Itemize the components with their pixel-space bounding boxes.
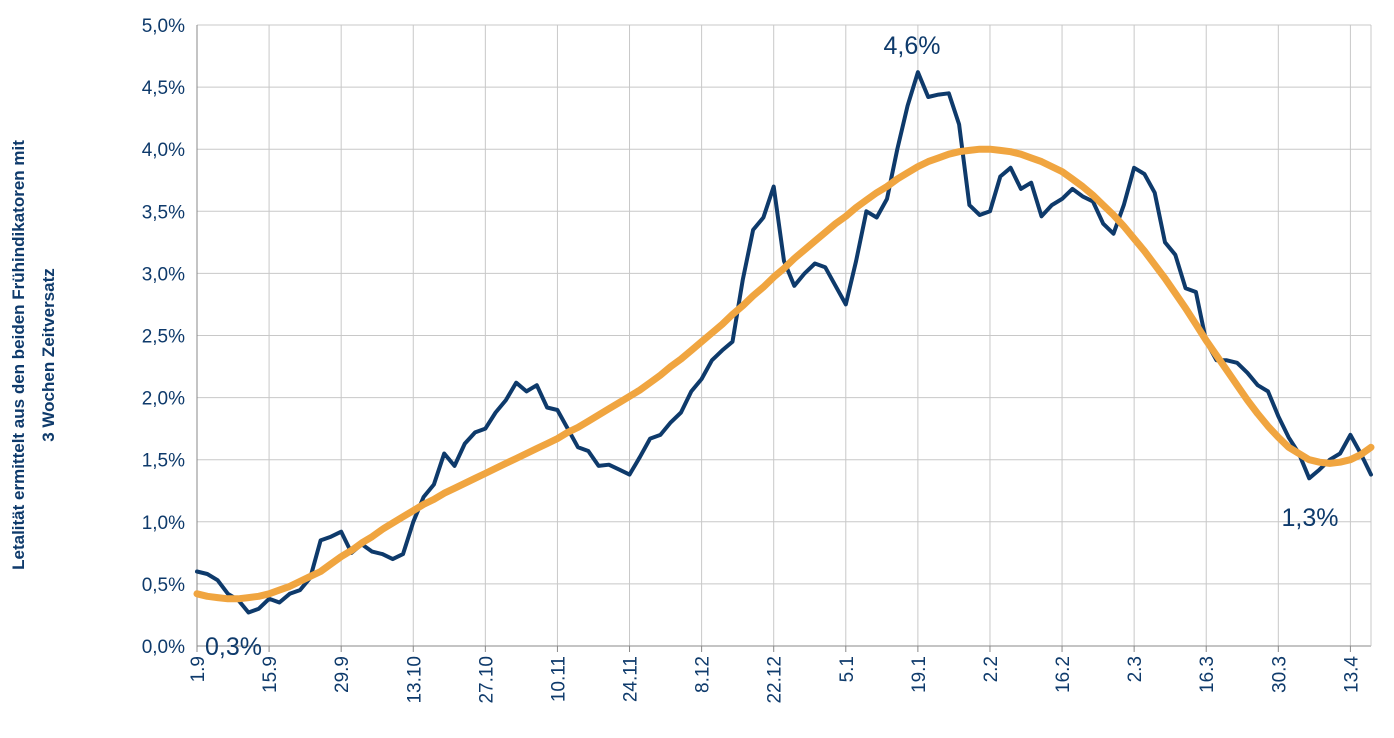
y-tick-label: 3,5% — [142, 202, 185, 223]
y-tick-label: 4,0% — [142, 140, 185, 161]
x-tick-label: 15.9 — [260, 656, 281, 693]
x-tick-label: 10.11 — [548, 656, 569, 702]
x-tick-label: 8.12 — [693, 656, 714, 693]
x-tick-label: 5.1 — [837, 656, 858, 682]
x-tick-label: 16.3 — [1197, 656, 1218, 693]
x-tick-label: 1.9 — [188, 656, 209, 682]
annotation: 1,3% — [1282, 504, 1339, 532]
x-tick-label: 16.2 — [1053, 656, 1074, 693]
y-axis-title: Letalität ermittelt aus den beiden Frühi… — [9, 140, 28, 570]
x-tick-label: 24.11 — [621, 656, 642, 702]
x-tick-label: 29.9 — [332, 656, 353, 693]
annotation: 0,3% — [205, 633, 262, 661]
y-tick-label: 4,5% — [142, 78, 185, 99]
y-tick-label: 0,0% — [142, 637, 185, 658]
x-tick-label: 13.10 — [404, 656, 425, 704]
data-line — [193, 145, 1375, 603]
x-tick-label: 13.4 — [1341, 656, 1362, 693]
y-tick-label: 0,5% — [142, 575, 185, 596]
x-tick-label: 22.12 — [765, 656, 786, 704]
y-tick-label: 1,0% — [142, 513, 185, 534]
x-tick-label: 19.1 — [909, 656, 930, 693]
y-tick-label: 3,0% — [142, 264, 185, 285]
y-axis-title: 3 Wochen Zeitversatz — [39, 268, 58, 442]
x-tick-label: 30.3 — [1269, 656, 1290, 693]
y-tick-label: 2,5% — [142, 327, 185, 348]
y-tick-label: 5,0% — [142, 16, 185, 37]
y-tick-label: 2,0% — [142, 389, 185, 410]
x-tick-label: 2.3 — [1125, 656, 1146, 682]
annotation: 4,6% — [884, 32, 941, 60]
y-tick-label: 1,5% — [142, 451, 185, 472]
data-line — [195, 70, 1373, 615]
x-tick-label: 2.2 — [981, 656, 1002, 682]
x-tick-label: 27.10 — [476, 656, 497, 704]
